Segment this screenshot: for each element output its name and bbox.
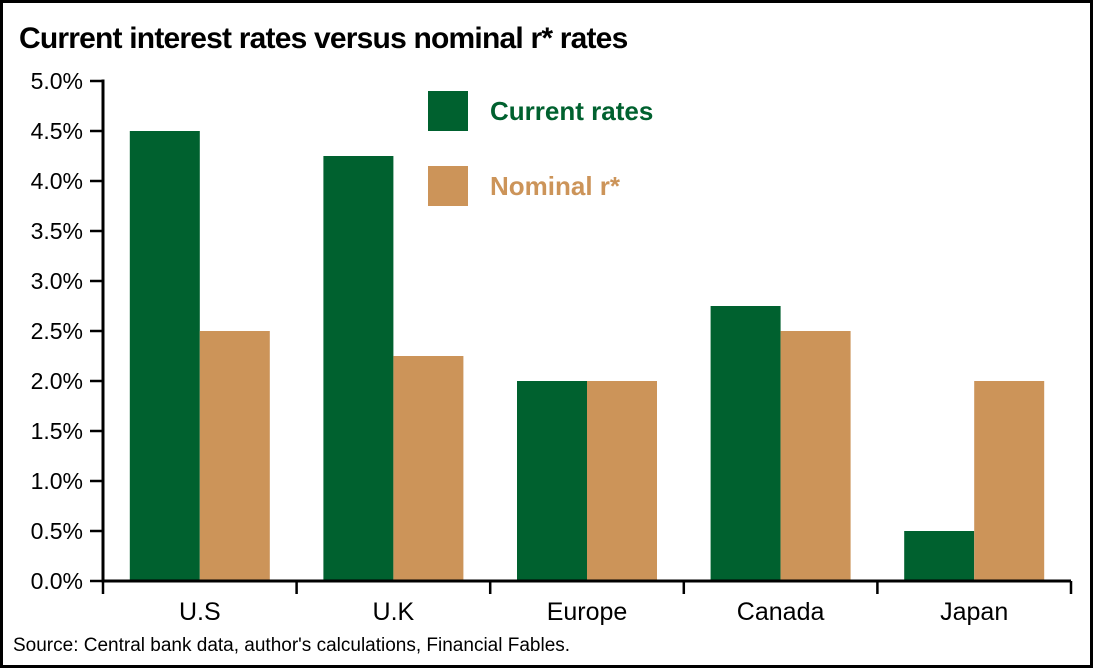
bar-japan-current-rates bbox=[904, 531, 975, 581]
y-tick-label-4-5: 4.5% bbox=[31, 118, 83, 144]
x-category-label-u-k: U.K bbox=[373, 598, 415, 626]
bar-japan-nominal-r bbox=[974, 381, 1045, 581]
y-tick-label-2-5: 2.5% bbox=[31, 318, 83, 344]
y-tick-label-0-0: 0.0% bbox=[31, 568, 83, 594]
source-note: Source: Central bank data, author's calc… bbox=[13, 635, 571, 656]
x-category-label-europe: Europe bbox=[547, 598, 628, 626]
bar-canada-current-rates bbox=[710, 306, 781, 581]
legend-swatch-nominal-r-star-icon bbox=[428, 166, 468, 206]
bar-canada-nominal-r bbox=[780, 331, 851, 581]
y-tick-label-5-0: 5.0% bbox=[31, 68, 83, 94]
legend-swatch-current-rates-icon bbox=[428, 91, 468, 131]
y-tick-label-3-0: 3.0% bbox=[31, 268, 83, 294]
x-category-label-u-s: U.S bbox=[179, 598, 221, 626]
bar-u-k-nominal-r bbox=[393, 356, 464, 581]
bar-u-s-nominal-r bbox=[199, 331, 270, 581]
y-tick-label-2-0: 2.0% bbox=[31, 368, 83, 394]
y-tick-label-1-5: 1.5% bbox=[31, 418, 83, 444]
bar-chart-plot: 0.0% 0.5% 1.0% 1.5% 2.0% 2.5% 3.0% 3.5% 4.0% 4.5%… bbox=[31, 68, 1073, 626]
bar-u-s-current-rates bbox=[129, 131, 200, 581]
legend-label-nominal-r-star: Nominal r* bbox=[490, 170, 621, 201]
y-tick-label-3-5: 3.5% bbox=[31, 218, 83, 244]
x-category-label-canada: Canada bbox=[737, 598, 825, 626]
chart-title: Current interest rates versus nominal r*… bbox=[19, 22, 628, 55]
bar-u-k-current-rates bbox=[323, 156, 394, 581]
bar-europe-current-rates bbox=[517, 381, 587, 581]
legend-item-nominal-r-star: Nominal r* bbox=[428, 166, 620, 206]
y-tick-label-0-5: 0.5% bbox=[31, 518, 83, 544]
bar-europe-nominal-r bbox=[587, 381, 657, 581]
legend-label-current-rates: Current rates bbox=[490, 95, 654, 126]
legend-item-current-rates: Current rates bbox=[428, 91, 653, 131]
y-tick-label-1-0: 1.0% bbox=[31, 468, 83, 494]
x-category-label-japan: Japan bbox=[940, 598, 1008, 626]
y-tick-label-4-0: 4.0% bbox=[31, 168, 83, 194]
